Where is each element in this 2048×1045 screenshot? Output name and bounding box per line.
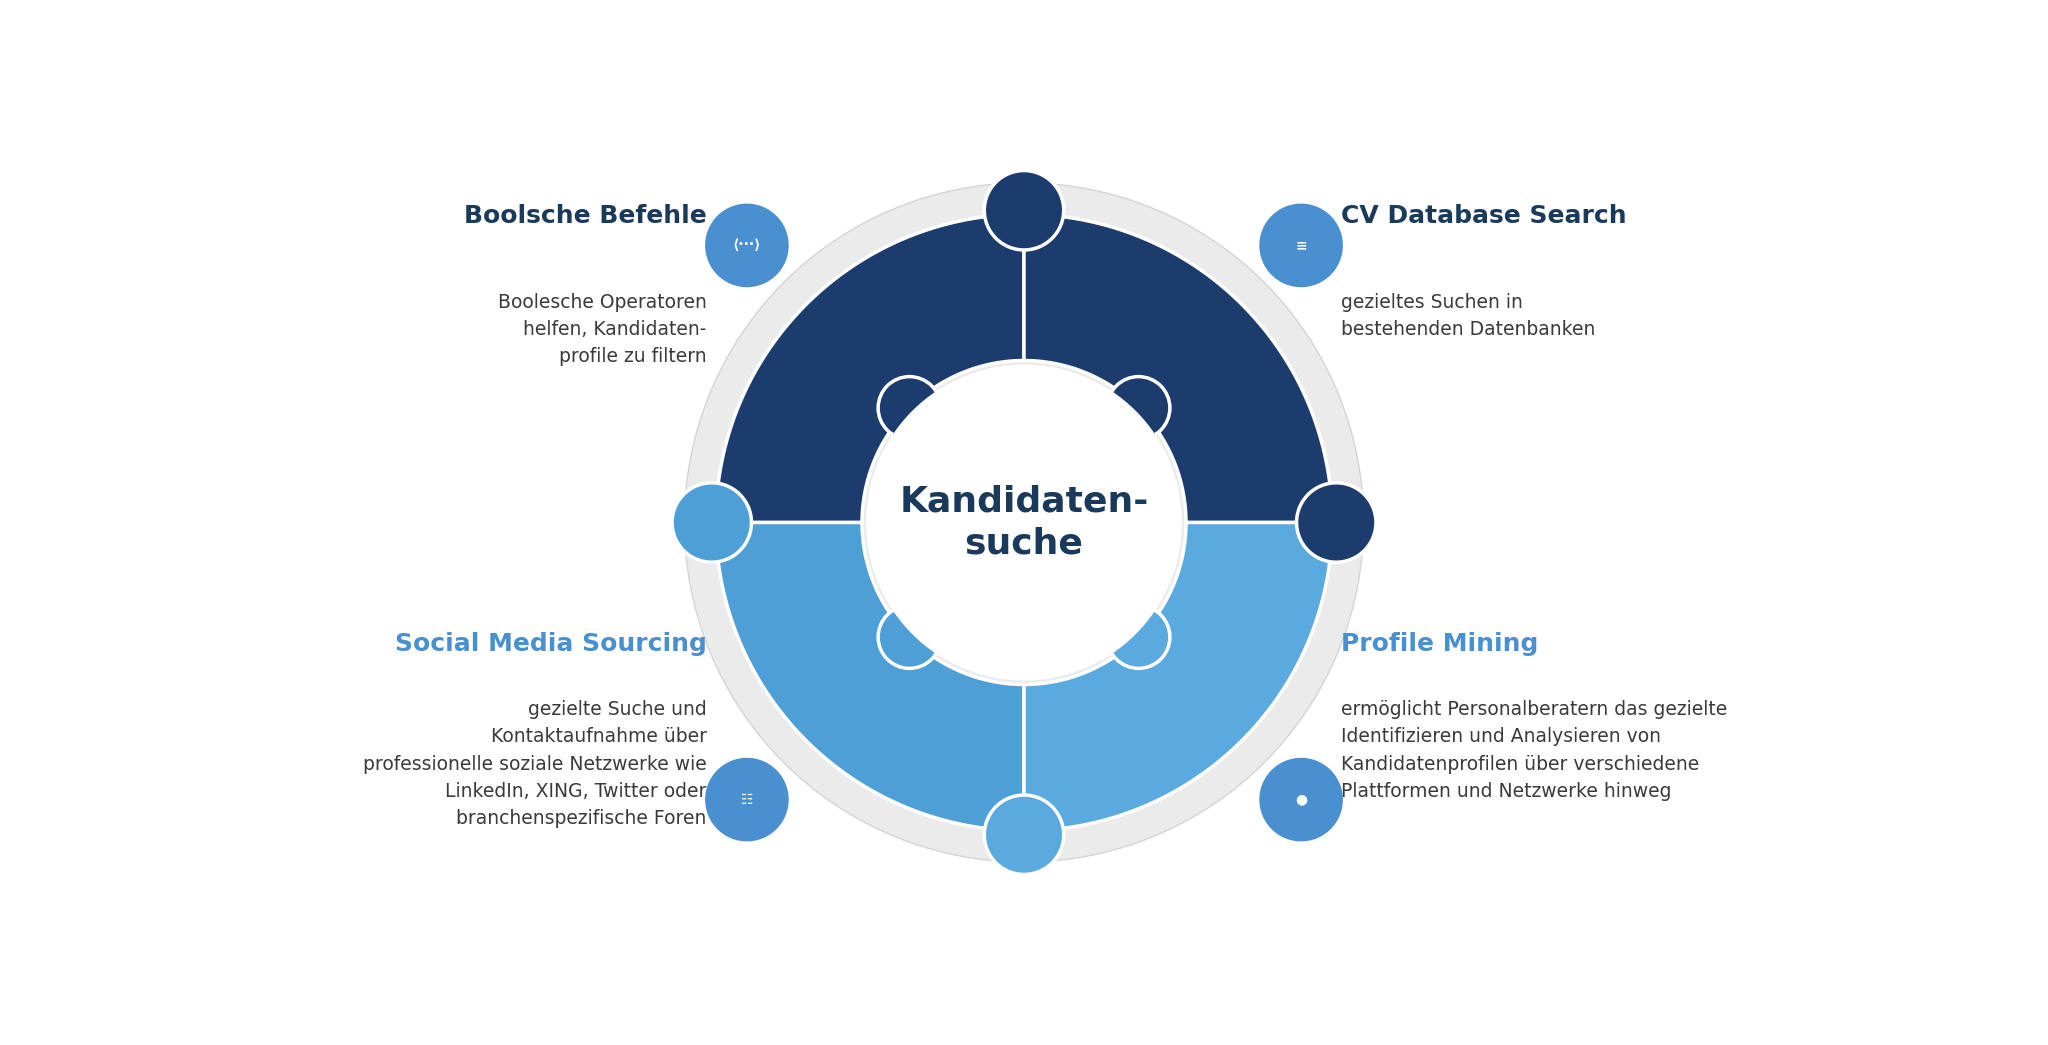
Text: ⟨···⟩: ⟨···⟩ — [733, 238, 762, 253]
Circle shape — [1260, 204, 1343, 287]
Text: ermöglicht Personalberatern das gezielte
Identifizieren und Analysieren von
Kand: ermöglicht Personalberatern das gezielte… — [1341, 700, 1729, 800]
Circle shape — [672, 483, 752, 562]
Text: ●: ● — [1294, 792, 1307, 807]
Text: Boolsche Befehle: Boolsche Befehle — [463, 204, 707, 228]
Circle shape — [985, 795, 1063, 875]
Circle shape — [879, 606, 940, 669]
Circle shape — [1108, 376, 1169, 439]
Polygon shape — [715, 214, 1024, 522]
Circle shape — [1296, 483, 1376, 562]
Circle shape — [705, 758, 788, 841]
Polygon shape — [715, 522, 1024, 831]
Text: gezielte Suche und
Kontaktaufnahme über
professionelle soziale Netzwerke wie
Lin: gezielte Suche und Kontaktaufnahme über … — [362, 700, 707, 828]
Circle shape — [1108, 606, 1169, 669]
Polygon shape — [1024, 522, 1333, 831]
Text: Social Media Sourcing: Social Media Sourcing — [395, 632, 707, 656]
Text: CV Database Search: CV Database Search — [1341, 204, 1626, 228]
Circle shape — [1260, 758, 1343, 841]
Text: Kandidaten-
suche: Kandidaten- suche — [899, 485, 1149, 560]
Text: gezieltes Suchen in
bestehenden Datenbanken: gezieltes Suchen in bestehenden Datenban… — [1341, 293, 1595, 339]
Circle shape — [866, 365, 1182, 680]
Circle shape — [879, 376, 940, 439]
Text: Boolesche Operatoren
helfen, Kandidaten-
profile zu filtern: Boolesche Operatoren helfen, Kandidaten-… — [498, 293, 707, 366]
Polygon shape — [1024, 214, 1333, 522]
Circle shape — [705, 204, 788, 287]
Text: ≡: ≡ — [1294, 238, 1307, 253]
Text: ☷: ☷ — [741, 792, 754, 807]
Circle shape — [985, 170, 1063, 250]
Text: Profile Mining: Profile Mining — [1341, 632, 1538, 656]
Circle shape — [684, 183, 1364, 862]
